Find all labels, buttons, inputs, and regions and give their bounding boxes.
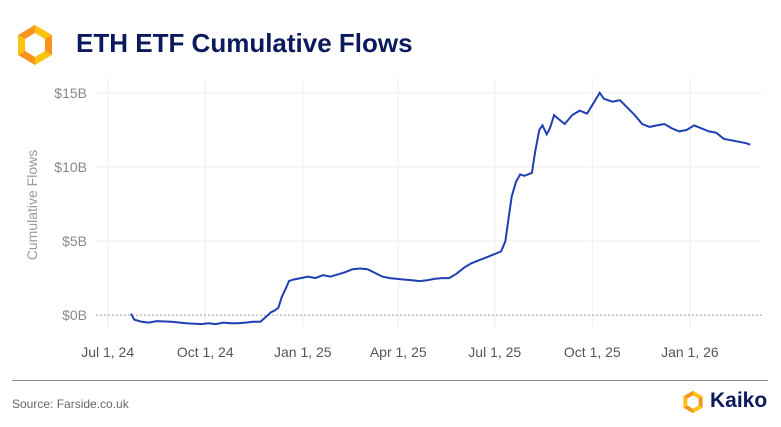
source-note: Source: Farside.co.uk <box>12 397 129 411</box>
x-tick-label: Jan 1, 26 <box>661 344 719 360</box>
brand-name: Kaiko <box>710 389 768 412</box>
x-tick-label: Jul 1, 24 <box>81 344 134 360</box>
x-tick-label: Jan 1, 25 <box>274 344 332 360</box>
x-tick-label: Oct 1, 25 <box>564 344 621 360</box>
y-tick-label: $15B <box>54 85 87 101</box>
kaiko-mark-icon <box>683 390 703 414</box>
brand-logo: Kaiko <box>680 388 772 416</box>
page-title: ETH ETF Cumulative Flows <box>76 28 413 58</box>
line-chart: $0B $5B $10B $15B Jul 1, 24 Oct 1, 24 Jan 1, … <box>24 78 762 360</box>
y-tick-label: $0B <box>62 307 87 323</box>
y-tick-label: $5B <box>62 233 87 249</box>
x-tick-label: Oct 1, 24 <box>177 344 234 360</box>
kaiko-logo-icon <box>18 25 52 65</box>
y-tick-label: $10B <box>54 159 87 175</box>
footer-divider <box>12 380 768 381</box>
series-line <box>130 90 751 326</box>
y-axis-label: Cumulative Flows <box>24 150 40 260</box>
x-tick-label: Jul 1, 25 <box>468 344 521 360</box>
x-tick-label: Apr 1, 25 <box>370 344 427 360</box>
